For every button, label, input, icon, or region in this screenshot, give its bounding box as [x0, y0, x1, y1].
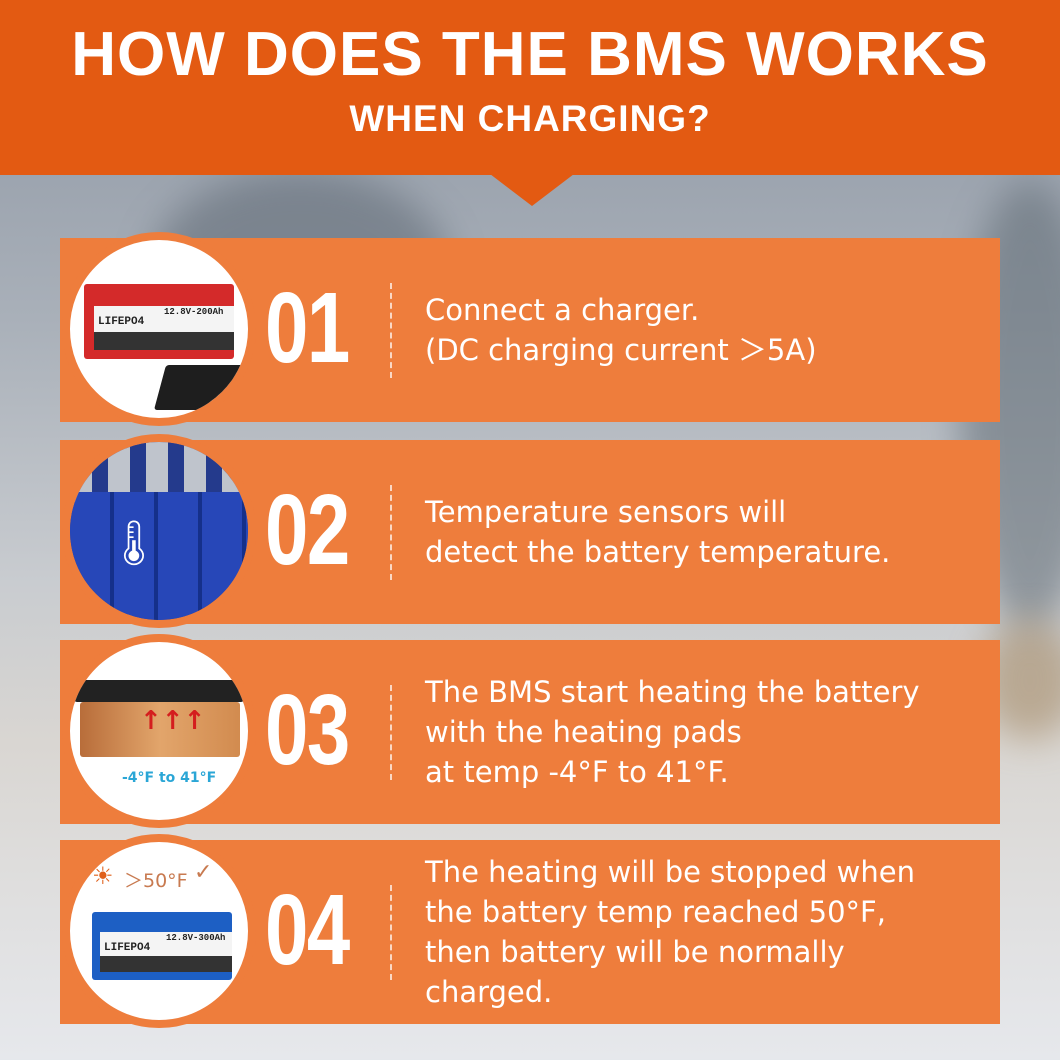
step-card-4: ☀ ＞50°F ✓ LIFEPO4 12.8V-300Ah 04 The hea… — [60, 834, 1000, 1028]
red-battery: LIFEPO4 12.8V-200Ah — [84, 284, 234, 359]
page-title: HOW DOES THE BMS WORKS — [71, 20, 989, 89]
battery-lid — [74, 680, 244, 702]
step-text: Connect a charger. (DC charging current … — [425, 293, 817, 367]
divider — [390, 485, 392, 580]
thermometer-icon: 🌡 — [106, 518, 162, 569]
step-text: The BMS start heating the battery with t… — [425, 675, 920, 789]
divider — [390, 685, 392, 780]
divider — [390, 885, 392, 980]
step-card-1: LIFEPO4 12.8V-200Ah 01 Connect a charger… — [60, 232, 1000, 426]
step-text: Temperature sensors will detect the batt… — [425, 495, 891, 569]
step-image-2: 🌡 — [62, 434, 256, 628]
temperature-range-caption: -4°F to 41°F — [122, 770, 217, 786]
step-text: The heating will be stopped when the bat… — [425, 855, 915, 1009]
step-card-3: ↑↑↑ -4°F to 41°F 03 The BMS start heatin… — [60, 634, 1000, 828]
step-number: 02 — [265, 474, 350, 586]
step-number: 03 — [265, 674, 350, 786]
sun-icon: ☀ — [92, 862, 114, 890]
header-banner: HOW DOES THE BMS WORKS WHEN CHARGING? — [0, 0, 1060, 175]
temperature-threshold-caption: ＞50°F — [124, 870, 188, 892]
header-arrow — [490, 174, 574, 206]
step-image-4: ☀ ＞50°F ✓ LIFEPO4 12.8V-300Ah — [62, 834, 256, 1028]
step-card-2: 🌡 02 Temperature sensors will detect the… — [60, 434, 1000, 628]
battery-body — [80, 702, 240, 757]
divider — [390, 283, 392, 378]
step-number: 01 — [265, 272, 350, 384]
heat-arrows-icon: ↑↑↑ — [140, 706, 206, 736]
page-subtitle: WHEN CHARGING? — [349, 98, 711, 139]
step-image-1: LIFEPO4 12.8V-200Ah — [62, 232, 256, 426]
step-image-3: ↑↑↑ -4°F to 41°F — [62, 634, 256, 828]
step-number: 04 — [265, 874, 350, 986]
blue-battery: LIFEPO4 12.8V-300Ah — [92, 912, 232, 980]
charger-icon — [153, 365, 247, 410]
checkmark-icon: ✓ — [194, 860, 213, 885]
